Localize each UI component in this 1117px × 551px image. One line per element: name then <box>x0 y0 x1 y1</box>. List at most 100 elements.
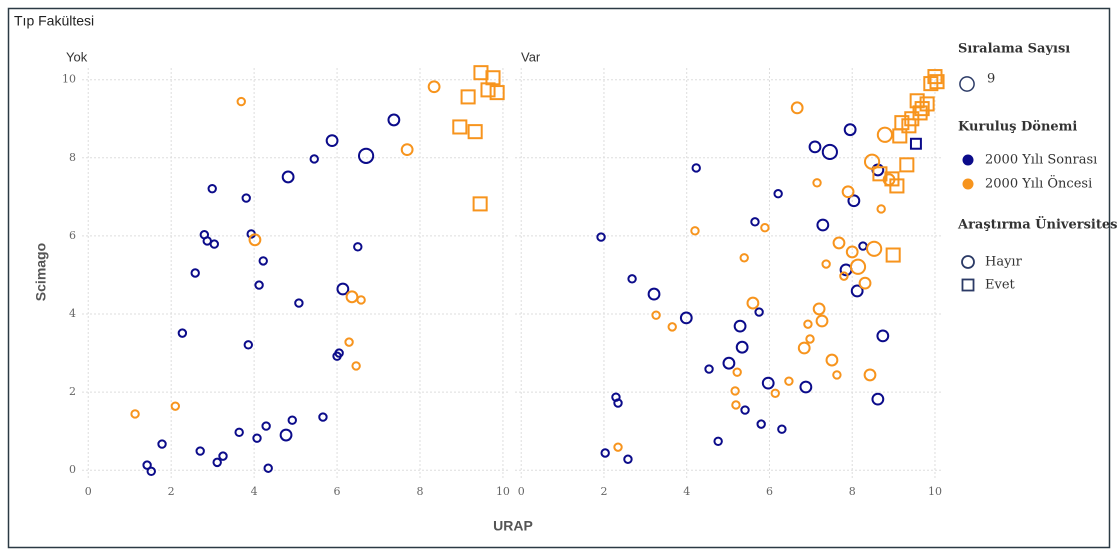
circle-marker <box>190 268 200 278</box>
square-marker <box>961 278 975 292</box>
circle-marker <box>849 258 867 275</box>
circle-marker <box>309 154 319 164</box>
x-tick-label: 2 <box>600 485 607 498</box>
circle-marker <box>647 287 661 301</box>
circle-marker <box>760 223 770 233</box>
legend-label: 2000 Yılı Öncesi <box>985 175 1092 192</box>
chart-title: Tıp Fakültesi <box>14 13 94 29</box>
square-marker <box>460 89 476 105</box>
circle-marker <box>799 380 813 394</box>
circle-marker <box>130 409 140 419</box>
square-marker <box>889 178 905 194</box>
y-tick-label: 0 <box>69 463 76 476</box>
circle-marker <box>613 398 623 408</box>
circle-marker <box>387 113 401 127</box>
circle-marker <box>815 314 829 328</box>
circle-marker <box>863 153 881 170</box>
x-tick-label: 6 <box>334 485 341 498</box>
square-marker <box>472 196 488 212</box>
circle-marker <box>816 218 830 232</box>
x-tick-label: 8 <box>849 485 856 498</box>
circle-marker <box>690 226 700 236</box>
circle-marker <box>876 329 890 343</box>
circle-marker <box>600 448 610 458</box>
circle-marker <box>334 348 344 358</box>
circle-marker <box>845 245 859 259</box>
circle-marker <box>427 80 441 94</box>
y-tick-label: 10 <box>62 73 76 86</box>
circle-marker <box>821 259 831 269</box>
circle-marker <box>821 143 838 161</box>
x-tick-label: 10 <box>928 485 942 498</box>
circle-marker <box>400 143 414 157</box>
circle-marker <box>858 276 872 290</box>
circle-marker <box>876 126 894 143</box>
circle-marker <box>142 460 152 470</box>
circle-marker <box>344 337 354 347</box>
legend-label: 2000 Yılı Sonrası <box>985 153 1097 168</box>
circle-marker <box>876 204 886 214</box>
circle-marker <box>627 274 637 284</box>
circle-marker <box>803 319 813 329</box>
legend-label: Evet <box>985 278 1016 293</box>
circle-marker <box>832 236 846 250</box>
circle-marker <box>254 280 264 290</box>
x-tick-label: 4 <box>683 485 690 498</box>
circle-marker <box>722 356 736 370</box>
circle-marker <box>790 101 804 115</box>
circle-marker <box>613 442 623 452</box>
y-axis-label: Scimago <box>33 243 49 301</box>
circle-marker <box>279 428 293 442</box>
circle-marker <box>732 367 742 377</box>
square-marker <box>452 119 468 135</box>
square-marker <box>485 70 501 86</box>
circle-marker <box>234 427 244 438</box>
square-marker <box>489 85 505 101</box>
square-marker <box>885 247 901 263</box>
legend-title: Araştırma Üniversitesi <box>957 216 1117 233</box>
y-tick-label: 6 <box>69 229 76 242</box>
circle-marker <box>812 178 822 188</box>
circle-marker <box>866 240 883 257</box>
legend-title: Sıralama Sayısı <box>958 42 1070 57</box>
circle-marker <box>784 376 794 386</box>
legend-size-marker <box>959 76 975 92</box>
circle-marker <box>287 415 297 425</box>
circle-marker <box>750 217 760 227</box>
square-marker <box>872 166 888 182</box>
circle-marker <box>248 233 262 247</box>
x-tick-label: 6 <box>766 485 773 498</box>
x-tick-label: 4 <box>251 485 258 498</box>
legend-color-marker <box>962 178 974 190</box>
circle-marker <box>207 183 217 194</box>
legend-label: 9 <box>987 72 995 87</box>
circle-marker <box>146 466 156 477</box>
circle-marker <box>704 364 714 374</box>
circle-marker <box>177 328 188 338</box>
circle-marker <box>351 361 361 371</box>
circle-marker <box>733 319 747 333</box>
circle-marker <box>263 463 273 473</box>
circle-marker <box>805 334 815 344</box>
square-marker <box>909 137 922 150</box>
circle-marker <box>777 424 787 434</box>
square-marker <box>473 65 489 81</box>
circle-marker <box>258 256 268 266</box>
circle-marker <box>357 147 375 164</box>
circle-marker <box>735 340 749 354</box>
circle-marker <box>651 310 661 320</box>
circle-marker <box>236 96 246 107</box>
panel-title: Yok <box>66 49 88 64</box>
circle-marker <box>808 140 822 154</box>
circle-marker <box>596 232 606 242</box>
circle-marker <box>839 271 849 281</box>
circle-marker <box>318 412 328 422</box>
x-tick-label: 0 <box>518 485 525 498</box>
circle-marker <box>212 457 222 468</box>
circle-marker <box>667 322 677 332</box>
circle-marker <box>850 284 864 298</box>
frame <box>7 7 1111 549</box>
circle-marker <box>847 194 861 208</box>
circle-marker <box>825 353 839 367</box>
